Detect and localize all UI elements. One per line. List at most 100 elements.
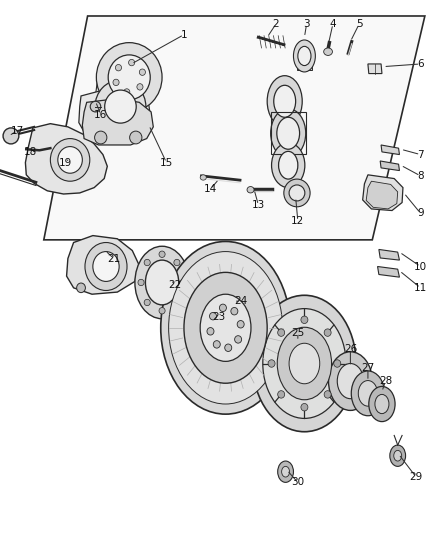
Ellipse shape bbox=[277, 327, 332, 400]
Ellipse shape bbox=[3, 128, 19, 144]
Text: 25: 25 bbox=[291, 328, 304, 338]
Text: 27: 27 bbox=[361, 363, 374, 373]
Ellipse shape bbox=[390, 445, 406, 466]
Text: 4: 4 bbox=[329, 19, 336, 29]
Ellipse shape bbox=[272, 143, 305, 188]
Ellipse shape bbox=[301, 316, 308, 324]
Ellipse shape bbox=[77, 283, 85, 293]
Text: 21: 21 bbox=[107, 254, 120, 263]
Polygon shape bbox=[378, 266, 399, 277]
Ellipse shape bbox=[144, 260, 150, 266]
Ellipse shape bbox=[200, 175, 206, 180]
Text: 12: 12 bbox=[291, 216, 304, 226]
Ellipse shape bbox=[200, 294, 251, 361]
Ellipse shape bbox=[289, 185, 305, 201]
Text: 29: 29 bbox=[410, 472, 423, 482]
Ellipse shape bbox=[174, 299, 180, 305]
Ellipse shape bbox=[235, 336, 242, 343]
Text: 16: 16 bbox=[94, 110, 107, 119]
Ellipse shape bbox=[145, 260, 179, 305]
Ellipse shape bbox=[139, 69, 145, 75]
Ellipse shape bbox=[124, 89, 130, 95]
Ellipse shape bbox=[137, 84, 143, 90]
Polygon shape bbox=[380, 161, 399, 171]
Ellipse shape bbox=[85, 243, 127, 290]
Ellipse shape bbox=[247, 187, 254, 193]
Ellipse shape bbox=[93, 252, 119, 281]
Text: 9: 9 bbox=[417, 208, 424, 218]
Text: 15: 15 bbox=[160, 158, 173, 167]
Ellipse shape bbox=[138, 279, 144, 286]
Ellipse shape bbox=[268, 360, 275, 367]
Ellipse shape bbox=[284, 179, 310, 207]
Ellipse shape bbox=[351, 371, 385, 416]
Text: 24: 24 bbox=[234, 296, 247, 306]
Ellipse shape bbox=[209, 312, 216, 320]
Ellipse shape bbox=[253, 295, 356, 432]
Ellipse shape bbox=[180, 279, 186, 286]
Ellipse shape bbox=[263, 309, 346, 418]
Polygon shape bbox=[363, 175, 403, 211]
Text: 8: 8 bbox=[417, 171, 424, 181]
Ellipse shape bbox=[105, 90, 136, 123]
Ellipse shape bbox=[274, 85, 296, 117]
Ellipse shape bbox=[50, 139, 90, 181]
Ellipse shape bbox=[231, 308, 238, 315]
Text: 5: 5 bbox=[356, 19, 363, 29]
Polygon shape bbox=[93, 72, 160, 112]
Ellipse shape bbox=[129, 59, 135, 66]
Ellipse shape bbox=[95, 80, 146, 133]
Text: 22: 22 bbox=[169, 280, 182, 290]
Text: 14: 14 bbox=[204, 184, 217, 194]
Text: 19: 19 bbox=[59, 158, 72, 167]
Polygon shape bbox=[366, 181, 398, 209]
Ellipse shape bbox=[161, 241, 290, 414]
Ellipse shape bbox=[278, 329, 285, 336]
Ellipse shape bbox=[174, 260, 180, 266]
Text: 3: 3 bbox=[303, 19, 310, 29]
Polygon shape bbox=[379, 249, 399, 260]
Ellipse shape bbox=[115, 64, 121, 71]
FancyBboxPatch shape bbox=[297, 57, 312, 70]
Text: 2: 2 bbox=[272, 19, 279, 29]
Ellipse shape bbox=[58, 147, 82, 173]
Text: 23: 23 bbox=[212, 312, 226, 322]
Ellipse shape bbox=[169, 252, 283, 404]
Ellipse shape bbox=[237, 320, 244, 328]
Ellipse shape bbox=[267, 76, 302, 127]
Ellipse shape bbox=[108, 55, 150, 100]
Ellipse shape bbox=[277, 117, 300, 149]
Ellipse shape bbox=[334, 360, 341, 367]
Ellipse shape bbox=[282, 466, 290, 477]
Ellipse shape bbox=[337, 364, 364, 399]
Text: 18: 18 bbox=[24, 147, 37, 157]
Polygon shape bbox=[381, 145, 399, 155]
Ellipse shape bbox=[279, 151, 298, 179]
Ellipse shape bbox=[135, 246, 189, 319]
Text: 28: 28 bbox=[379, 376, 392, 386]
Ellipse shape bbox=[324, 48, 332, 55]
Ellipse shape bbox=[293, 40, 315, 72]
Polygon shape bbox=[82, 99, 153, 145]
Polygon shape bbox=[67, 236, 139, 294]
Text: 11: 11 bbox=[414, 283, 427, 293]
Ellipse shape bbox=[184, 272, 267, 383]
Ellipse shape bbox=[301, 403, 308, 411]
Text: 7: 7 bbox=[417, 150, 424, 159]
Ellipse shape bbox=[271, 109, 306, 158]
Ellipse shape bbox=[130, 131, 142, 144]
Ellipse shape bbox=[328, 352, 372, 410]
Text: 17: 17 bbox=[11, 126, 24, 135]
Polygon shape bbox=[25, 124, 107, 194]
Polygon shape bbox=[368, 64, 382, 74]
Text: 13: 13 bbox=[252, 200, 265, 210]
Text: 1: 1 bbox=[180, 30, 187, 39]
Ellipse shape bbox=[207, 328, 214, 335]
Ellipse shape bbox=[213, 341, 220, 348]
Ellipse shape bbox=[96, 43, 162, 112]
Text: 26: 26 bbox=[344, 344, 357, 354]
Ellipse shape bbox=[113, 79, 119, 86]
Polygon shape bbox=[79, 90, 151, 141]
Ellipse shape bbox=[278, 391, 285, 398]
Ellipse shape bbox=[289, 343, 320, 384]
